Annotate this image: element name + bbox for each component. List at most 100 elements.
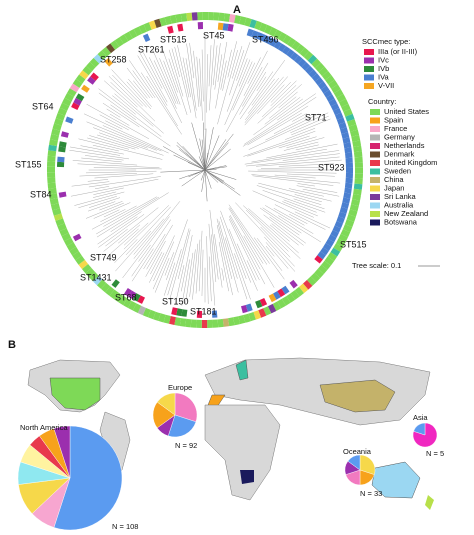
ring-segment xyxy=(282,34,292,45)
branch xyxy=(208,256,212,302)
branch xyxy=(200,169,206,181)
ring-segment xyxy=(47,182,57,189)
ring-segment xyxy=(323,243,332,251)
ring-segment xyxy=(353,183,363,190)
ring-segment xyxy=(142,307,151,318)
st-label: ST1431 xyxy=(80,272,112,282)
branch xyxy=(131,219,171,277)
ring-segment xyxy=(50,134,59,141)
ring-segment xyxy=(339,206,348,214)
ring-segment xyxy=(154,18,162,28)
branch xyxy=(74,191,125,206)
ring-segment xyxy=(81,84,90,93)
branch xyxy=(247,57,261,84)
legend-swatch xyxy=(364,57,374,64)
branch xyxy=(283,141,319,151)
branch xyxy=(97,134,139,149)
branch xyxy=(213,45,218,86)
ring-segment xyxy=(47,177,56,184)
ring-segment xyxy=(345,113,355,122)
branch xyxy=(87,137,130,150)
branch xyxy=(128,78,152,107)
branch xyxy=(199,138,206,171)
branch xyxy=(93,187,124,195)
branch xyxy=(208,223,216,306)
branch xyxy=(96,192,169,238)
branch xyxy=(256,185,322,205)
ring-segment xyxy=(344,182,353,189)
ring-segment xyxy=(330,230,339,238)
region-label: Europe xyxy=(168,383,192,392)
ring-segment xyxy=(169,316,176,325)
legend-swatch xyxy=(370,160,380,166)
ring-segment xyxy=(346,214,356,222)
ring-segment xyxy=(197,22,203,30)
ring-segment xyxy=(286,293,296,303)
legend-swatch xyxy=(370,202,380,209)
branch xyxy=(152,49,177,104)
ring-segment xyxy=(350,129,360,137)
ring-segment xyxy=(114,37,124,47)
legend-swatch xyxy=(370,194,380,200)
region-label: Asia xyxy=(413,413,428,422)
branch xyxy=(214,234,223,288)
ring-segment xyxy=(343,192,352,199)
branch xyxy=(182,145,206,171)
branch xyxy=(278,136,317,149)
ring-segment xyxy=(281,296,291,306)
branch xyxy=(163,146,206,171)
ring-segment xyxy=(301,62,310,71)
branch xyxy=(91,205,137,230)
branch xyxy=(105,120,123,130)
branch xyxy=(118,224,141,244)
ring-segment xyxy=(267,303,277,314)
ring-segment xyxy=(317,251,326,260)
branch xyxy=(102,125,162,152)
branch xyxy=(239,71,267,115)
branch xyxy=(182,57,191,98)
branch xyxy=(215,41,228,109)
branch xyxy=(98,88,162,137)
legend-swatch xyxy=(370,219,380,226)
branch xyxy=(291,118,331,136)
branch xyxy=(226,58,248,112)
st-label: ST515 xyxy=(160,34,187,44)
ring-segment xyxy=(344,219,355,228)
branch xyxy=(98,92,137,121)
branch xyxy=(246,156,340,167)
ring-segment xyxy=(311,73,321,82)
ring-segment xyxy=(82,66,93,76)
branch xyxy=(110,211,142,232)
branch xyxy=(86,121,157,151)
ring-segment xyxy=(57,223,67,232)
ring-segment xyxy=(299,47,309,58)
branch xyxy=(186,43,197,111)
legend-swatch xyxy=(370,126,380,132)
pie-slice xyxy=(156,392,176,416)
branch xyxy=(244,150,340,165)
branch xyxy=(143,52,163,89)
branch xyxy=(247,112,302,146)
ring-segment xyxy=(268,27,278,37)
ring-segment xyxy=(265,36,273,45)
ring-segment xyxy=(196,310,203,318)
branch xyxy=(93,127,148,149)
branch xyxy=(232,62,256,111)
branch xyxy=(264,236,296,272)
branch xyxy=(110,82,138,108)
ring-segment xyxy=(217,22,224,31)
ring-segment xyxy=(54,118,64,126)
branch xyxy=(243,130,316,157)
ring-segment xyxy=(303,280,313,290)
ring-segment xyxy=(273,29,283,39)
ring-segment xyxy=(290,52,299,61)
branch xyxy=(209,209,219,280)
ring-segment xyxy=(341,202,350,209)
branch xyxy=(216,224,233,296)
branch xyxy=(242,105,309,147)
branch xyxy=(219,216,248,300)
pie-slice xyxy=(53,425,123,531)
ring-segment xyxy=(315,62,325,72)
branch xyxy=(201,249,204,296)
ring-segment xyxy=(348,209,358,217)
